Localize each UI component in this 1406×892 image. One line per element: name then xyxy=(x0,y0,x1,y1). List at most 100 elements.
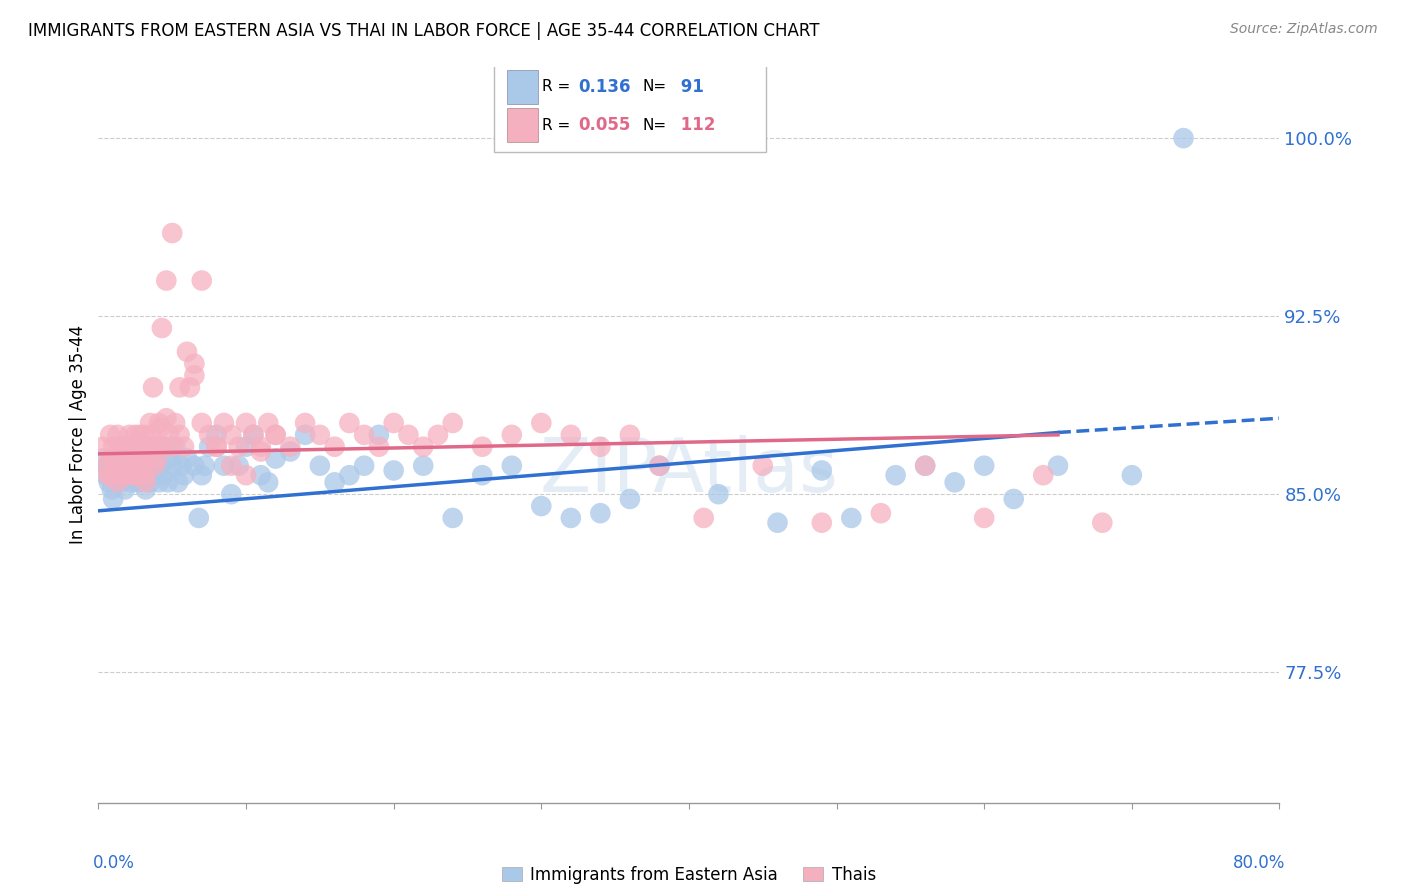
Point xyxy=(157,451,180,466)
Point xyxy=(104,451,127,466)
Point xyxy=(176,344,198,359)
Point xyxy=(129,440,152,454)
Point xyxy=(221,487,243,501)
Point xyxy=(127,468,149,483)
Text: N=: N= xyxy=(643,79,666,95)
Point xyxy=(104,468,127,483)
Point xyxy=(97,475,120,490)
FancyBboxPatch shape xyxy=(508,108,537,142)
Point xyxy=(104,458,127,473)
Point xyxy=(91,440,114,454)
Point xyxy=(148,475,170,490)
Point xyxy=(146,440,169,454)
Point xyxy=(162,440,183,454)
Point xyxy=(280,440,302,454)
Point xyxy=(139,416,162,430)
Point xyxy=(382,463,405,477)
Point xyxy=(228,440,250,454)
Point xyxy=(149,458,172,473)
Point xyxy=(309,427,332,442)
Point xyxy=(382,416,405,430)
Point xyxy=(173,440,195,454)
Point xyxy=(183,368,205,383)
Point xyxy=(179,380,201,394)
Point xyxy=(242,427,264,442)
Point xyxy=(169,380,191,394)
Point xyxy=(111,468,134,483)
Point xyxy=(103,440,125,454)
Point xyxy=(128,468,150,483)
Point xyxy=(124,440,146,454)
Point xyxy=(138,440,160,454)
Point xyxy=(136,451,159,466)
Point xyxy=(257,416,280,430)
Point xyxy=(264,427,287,442)
Point xyxy=(110,440,132,454)
Point xyxy=(221,458,243,473)
Point xyxy=(242,427,264,442)
Point xyxy=(98,463,121,477)
Point xyxy=(167,475,190,490)
Point xyxy=(124,458,146,473)
Point xyxy=(115,451,138,466)
Point xyxy=(250,444,273,458)
Point xyxy=(257,475,280,490)
Point xyxy=(191,468,214,483)
Point xyxy=(110,475,132,490)
Point xyxy=(98,427,121,442)
Text: N=: N= xyxy=(643,118,666,133)
Point xyxy=(124,427,146,442)
Point xyxy=(105,458,128,473)
Point xyxy=(250,468,273,483)
Point xyxy=(398,427,420,442)
Point xyxy=(135,483,157,497)
Point xyxy=(138,458,160,473)
Point xyxy=(973,458,995,473)
Point xyxy=(198,427,221,442)
Point xyxy=(914,458,936,473)
Y-axis label: In Labor Force | Age 35-44: In Labor Force | Age 35-44 xyxy=(69,326,87,544)
Point xyxy=(122,468,145,483)
Point xyxy=(870,506,893,520)
Point xyxy=(173,468,195,483)
Point xyxy=(323,440,346,454)
Point xyxy=(693,511,716,525)
Point xyxy=(1091,516,1114,530)
Point xyxy=(134,427,156,442)
Point xyxy=(107,475,129,490)
Point xyxy=(141,463,163,477)
Point xyxy=(141,427,163,442)
Point xyxy=(648,458,671,473)
Point xyxy=(810,463,832,477)
FancyBboxPatch shape xyxy=(494,60,766,152)
Point xyxy=(187,511,209,525)
Point xyxy=(112,468,135,483)
Point xyxy=(1121,468,1143,483)
Point xyxy=(118,458,141,473)
Text: 0.0%: 0.0% xyxy=(93,855,135,872)
Point xyxy=(766,516,789,530)
Point xyxy=(97,468,120,483)
Point xyxy=(127,475,149,490)
Point xyxy=(129,458,152,473)
Point xyxy=(146,444,169,458)
Point xyxy=(107,427,129,442)
Point xyxy=(100,451,122,466)
Point xyxy=(235,440,257,454)
Point xyxy=(112,468,135,483)
Point xyxy=(884,468,907,483)
Point xyxy=(114,440,136,454)
Point xyxy=(191,416,214,430)
Point xyxy=(121,440,143,454)
Point xyxy=(117,468,139,483)
Point xyxy=(339,468,361,483)
Point xyxy=(619,491,641,506)
Point xyxy=(125,440,148,454)
Point xyxy=(205,440,228,454)
Point xyxy=(121,444,143,458)
Point xyxy=(149,421,172,435)
Point xyxy=(810,516,832,530)
Text: Source: ZipAtlas.com: Source: ZipAtlas.com xyxy=(1230,22,1378,37)
Point xyxy=(94,468,117,483)
Point xyxy=(530,416,553,430)
